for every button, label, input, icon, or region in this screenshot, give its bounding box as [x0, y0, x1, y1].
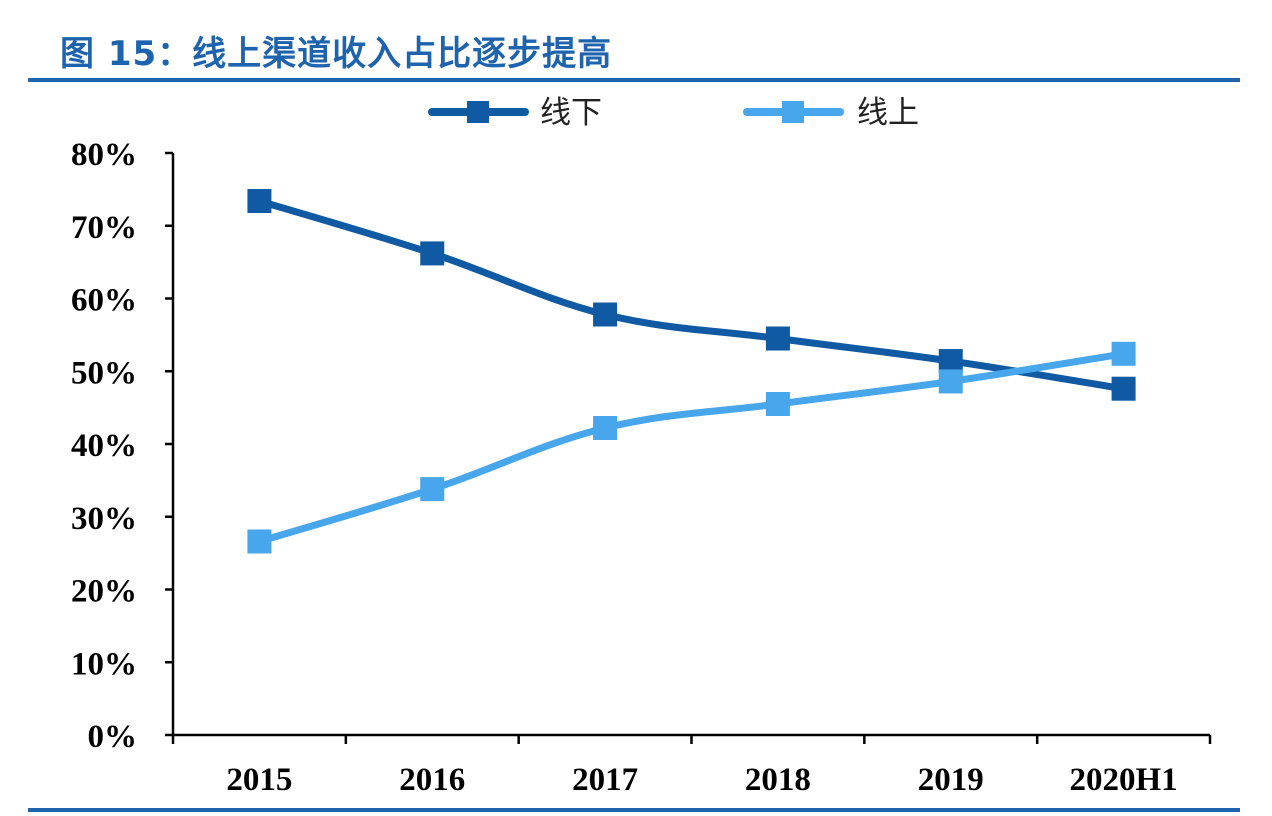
- x-tick-label: 2015: [226, 762, 292, 798]
- series-1: [247, 189, 1136, 401]
- data-point-marker: [765, 326, 790, 351]
- series-line: [255, 197, 1128, 393]
- legend-label: 线下: [540, 95, 602, 131]
- axes: 0% 10% 20% 30% 40% 50% 60% 70% 80% 2015 2016 2017 20…: [71, 137, 1212, 798]
- y-tick-label: 40%: [71, 428, 137, 464]
- data-point-marker: [938, 369, 963, 394]
- legend: 线下 线上: [428, 95, 919, 131]
- y-tick-label: 50%: [71, 355, 137, 391]
- data-point-marker: [938, 349, 963, 374]
- data-point-marker: [765, 391, 790, 416]
- series-layer: [247, 189, 1136, 554]
- y-tick-label: 30%: [71, 501, 137, 537]
- legend-item: 线上: [743, 95, 919, 131]
- figure-title: 图 15：线上渠道收入占比逐步提高: [60, 34, 613, 74]
- x-tick-label: 2018: [745, 762, 811, 798]
- y-tick-label: 60%: [71, 283, 137, 319]
- y-tick-label: 80%: [71, 137, 137, 173]
- bottom-divider: [28, 808, 1240, 812]
- data-point-marker: [593, 415, 618, 440]
- x-tick-label: 2020H1: [1069, 762, 1177, 798]
- data-point-marker: [1111, 341, 1136, 366]
- y-tick-label: 10%: [71, 646, 137, 682]
- y-tick-label: 0%: [88, 719, 138, 755]
- data-point-marker: [420, 241, 445, 266]
- x-tick-label: 2016: [399, 762, 465, 798]
- title-divider: [28, 78, 1240, 82]
- legend-label: 线上: [857, 95, 919, 131]
- data-point-marker: [420, 477, 445, 502]
- legend-swatch-marker: [782, 101, 804, 123]
- legend-swatch-marker: [467, 101, 489, 123]
- legend-item: 线下: [428, 95, 602, 131]
- series-line: [255, 350, 1128, 545]
- x-tick-label: 2019: [918, 762, 984, 798]
- data-point-marker: [593, 302, 618, 327]
- data-point-marker: [247, 529, 272, 554]
- y-tick-label: 20%: [71, 574, 137, 610]
- series-2: [247, 341, 1136, 554]
- y-tick-label: 70%: [71, 210, 137, 246]
- data-point-marker: [1111, 376, 1136, 401]
- data-point-marker: [247, 189, 272, 214]
- x-tick-label: 2017: [572, 762, 638, 798]
